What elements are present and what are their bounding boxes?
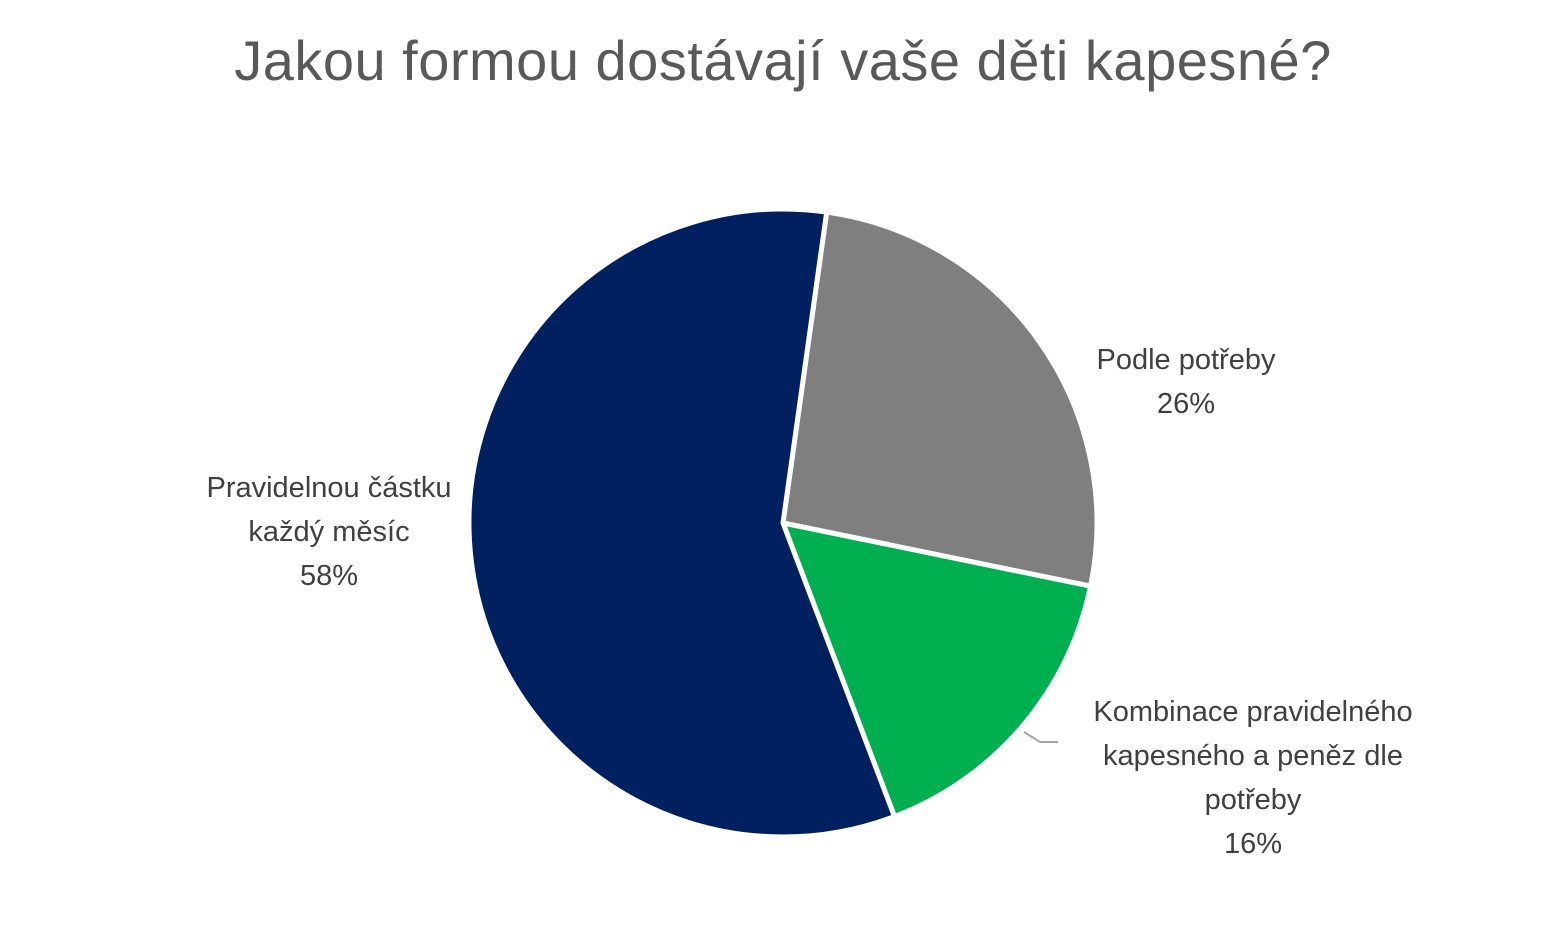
data-label-value: 58% (299, 560, 359, 592)
data-label-category-line: každý měsíc (248, 516, 410, 548)
pie-slice-0 (780, 209, 1100, 589)
leader-lines (1023, 731, 1058, 743)
data-label-pravidelnou-castku: Pravidelnou částku každý měsíc 58% (164, 466, 494, 598)
data-label-category-line: Pravidelnou částku (206, 472, 452, 504)
data-label-category-line: Kombinace pravidelného (1093, 696, 1413, 728)
pie-slice-1 (780, 520, 1094, 820)
data-label-category-line: potřeby (1204, 784, 1302, 816)
data-label-podle-potreby: Podle potřeby 26% (1036, 338, 1336, 426)
data-label-kombinace: Kombinace pravidelného kapesného a peněz … (1053, 690, 1453, 866)
pie-slice-2 (466, 206, 897, 840)
data-label-category-line: kapesného a peněz dle (1103, 740, 1403, 772)
chart-title: Jakou formou dostávají vaše děti kapesné… (234, 29, 1332, 92)
data-label-category-line: Podle potřeby (1096, 344, 1276, 376)
data-label-value: 26% (1156, 388, 1216, 420)
data-label-value: 16% (1223, 828, 1283, 860)
pie-slices (466, 206, 1100, 840)
leader-line-kombinace (1023, 731, 1058, 743)
